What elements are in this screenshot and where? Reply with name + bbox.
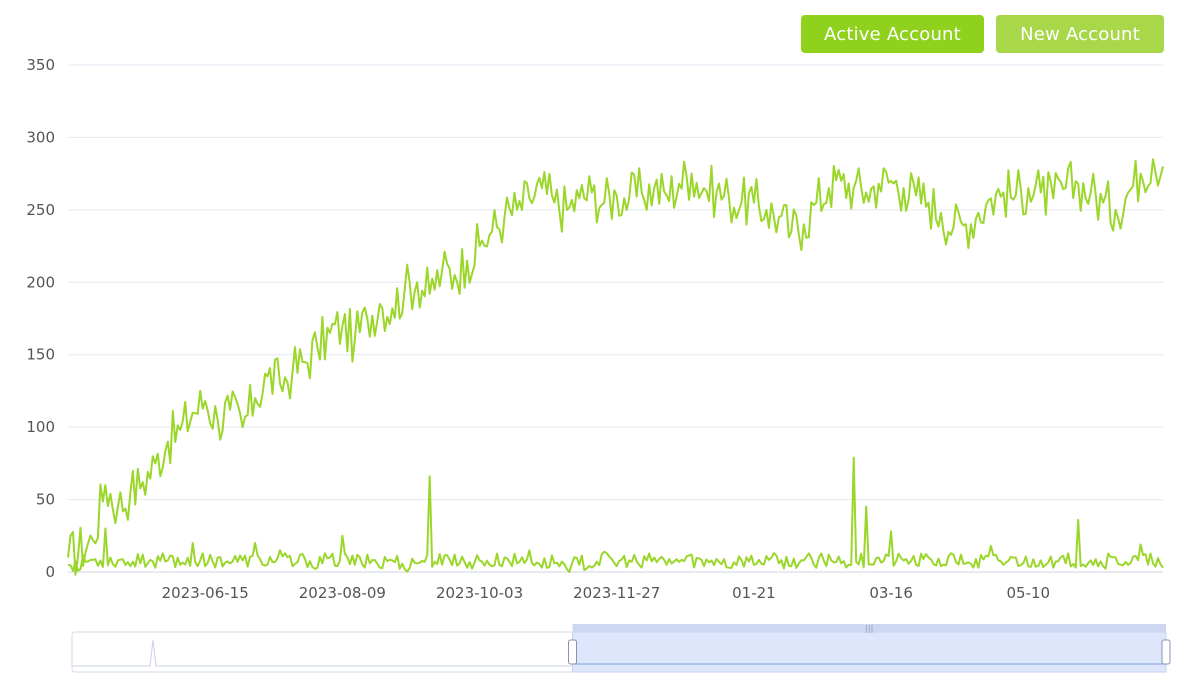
zoom-selected-range[interactable] <box>572 631 1167 673</box>
x-tick-label: 05-10 <box>1007 584 1051 602</box>
x-tick-label: 2023-10-03 <box>436 584 523 602</box>
y-tick-label: 150 <box>26 346 55 364</box>
y-tick-label: 350 <box>26 56 55 74</box>
y-tick-label: 0 <box>45 563 55 581</box>
y-tick-label: 200 <box>26 273 55 291</box>
legend-item-new-account[interactable]: New Account <box>996 15 1164 53</box>
zoom-handle-left[interactable] <box>568 639 578 665</box>
y-tick-label: 250 <box>26 201 55 219</box>
series-line-active-account <box>67 158 1164 576</box>
y-tick-label: 100 <box>26 418 55 436</box>
x-tick-label: 2023-06-15 <box>162 584 249 602</box>
y-tick-label: 50 <box>36 491 55 509</box>
zoom-handle-right[interactable] <box>1161 639 1171 665</box>
zoom-grip-icon: ||| <box>865 624 873 633</box>
zoom-preview-line <box>72 639 1166 667</box>
x-axis: 2023-06-15 2023-08-09 2023-10-03 2023-11-27… <box>162 584 1051 602</box>
y-axis: 0 50 100 150 200 250 300 350 <box>26 56 55 581</box>
x-tick-label: 2023-11-27 <box>573 584 660 602</box>
series-line-new-account <box>67 456 1164 573</box>
zoom-move-bar[interactable] <box>572 624 1166 632</box>
grid-lines <box>68 64 1163 573</box>
legend: Active Account New Account <box>801 15 1164 53</box>
series-layer <box>67 158 1164 576</box>
legend-item-active-account[interactable]: Active Account <box>801 15 984 53</box>
x-tick-label: 01-21 <box>732 584 776 602</box>
y-tick-label: 300 <box>26 128 55 146</box>
data-zoom-slider[interactable]: ||| <box>71 624 1171 673</box>
x-tick-label: 03-16 <box>869 584 913 602</box>
x-tick-label: 2023-08-09 <box>299 584 386 602</box>
